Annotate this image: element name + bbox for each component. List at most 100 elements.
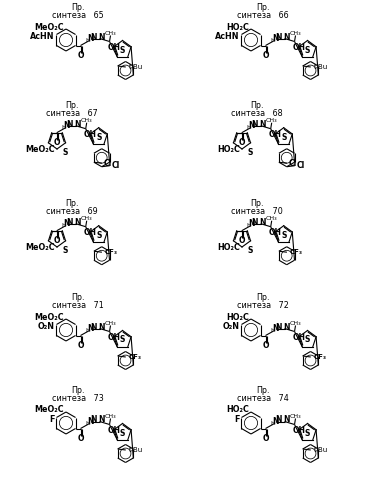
Text: S: S <box>305 45 310 54</box>
Text: N: N <box>66 218 73 227</box>
Text: OH: OH <box>269 130 282 139</box>
Text: CH₃: CH₃ <box>290 321 301 326</box>
Text: S: S <box>120 45 125 54</box>
Text: N: N <box>248 121 255 130</box>
Text: Cl: Cl <box>297 161 305 170</box>
Text: O: O <box>239 138 245 147</box>
Text: OH: OH <box>108 426 121 435</box>
Text: O: O <box>239 236 245 245</box>
Text: AcHN: AcHN <box>30 32 55 41</box>
Text: AcHN: AcHN <box>215 32 239 41</box>
Text: O: O <box>78 341 85 350</box>
Text: S: S <box>281 231 286 240</box>
Text: CH₃: CH₃ <box>266 118 277 123</box>
Text: N: N <box>272 34 279 43</box>
Text: OH: OH <box>84 228 97 237</box>
Text: HO₂C: HO₂C <box>217 145 240 154</box>
Text: F: F <box>234 415 239 424</box>
Text: S: S <box>63 246 68 255</box>
Text: MeO₂C: MeO₂C <box>25 243 55 251</box>
Text: N: N <box>275 322 282 331</box>
Text: синтеза   73: синтеза 73 <box>52 394 104 403</box>
Text: N: N <box>66 120 73 129</box>
Text: CH₃: CH₃ <box>266 216 277 221</box>
Text: синтеза   71: синтеза 71 <box>52 301 104 310</box>
Text: N: N <box>272 324 279 333</box>
Text: MeO₂C: MeO₂C <box>25 145 55 154</box>
Text: H: H <box>61 125 66 130</box>
Text: O₂N: O₂N <box>38 322 55 331</box>
Text: Пр.: Пр. <box>65 101 79 110</box>
Text: H: H <box>246 125 251 130</box>
Text: S: S <box>305 429 310 438</box>
Text: O: O <box>263 341 269 350</box>
Text: CF₃: CF₃ <box>105 249 118 255</box>
Text: Пр.: Пр. <box>71 293 85 302</box>
Text: Пр.: Пр. <box>250 101 264 110</box>
Text: Пр.: Пр. <box>71 3 85 12</box>
Text: Пр.: Пр. <box>256 386 270 395</box>
Text: Пр.: Пр. <box>71 386 85 395</box>
Text: N: N <box>259 218 266 227</box>
Text: S: S <box>96 133 101 142</box>
Text: N: N <box>90 416 97 425</box>
Text: S: S <box>248 246 253 255</box>
Text: MeO₂C: MeO₂C <box>34 312 64 321</box>
Text: N: N <box>87 34 94 43</box>
Text: N: N <box>75 120 81 129</box>
Text: S: S <box>120 429 125 438</box>
Text: N: N <box>87 324 94 333</box>
Text: CH₃: CH₃ <box>81 216 93 221</box>
Text: OH: OH <box>293 43 306 52</box>
Text: N: N <box>251 120 258 129</box>
Text: синтеза   67: синтеза 67 <box>46 109 98 118</box>
Text: CF₃: CF₃ <box>290 249 303 255</box>
Text: H: H <box>85 421 90 426</box>
Text: CH₃: CH₃ <box>105 321 116 326</box>
Text: H: H <box>61 223 66 228</box>
Text: t-Bu: t-Bu <box>129 64 143 70</box>
Text: OH: OH <box>108 43 121 52</box>
Text: Cl: Cl <box>289 159 297 168</box>
Text: синтеза   70: синтеза 70 <box>231 207 283 216</box>
Text: N: N <box>98 322 105 331</box>
Text: N: N <box>90 322 97 331</box>
Text: OH: OH <box>293 333 306 342</box>
Text: O: O <box>54 138 61 147</box>
Text: OH: OH <box>84 130 97 139</box>
Text: O₂N: O₂N <box>223 322 239 331</box>
Text: CH₃: CH₃ <box>105 31 116 36</box>
Text: CH₃: CH₃ <box>290 31 301 36</box>
Text: CH₃: CH₃ <box>290 414 301 419</box>
Text: O: O <box>78 51 85 60</box>
Text: N: N <box>275 416 282 425</box>
Text: O: O <box>54 236 61 245</box>
Text: OH: OH <box>269 228 282 237</box>
Text: N: N <box>275 32 282 41</box>
Text: N: N <box>98 32 105 41</box>
Text: MeO₂C: MeO₂C <box>34 22 64 31</box>
Text: O: O <box>78 434 85 443</box>
Text: CH₃: CH₃ <box>81 118 93 123</box>
Text: синтеза   65: синтеза 65 <box>52 11 104 20</box>
Text: синтеза   68: синтеза 68 <box>231 109 283 118</box>
Text: OH: OH <box>293 426 306 435</box>
Text: Cl: Cl <box>104 159 112 168</box>
Text: CF₃: CF₃ <box>314 354 327 360</box>
Text: N: N <box>87 417 94 426</box>
Text: S: S <box>305 335 310 344</box>
Text: O: O <box>263 51 269 60</box>
Text: N: N <box>283 32 290 41</box>
Text: CF₃: CF₃ <box>129 354 142 360</box>
Text: H: H <box>270 328 275 333</box>
Text: HO₂C: HO₂C <box>226 406 249 415</box>
Text: OH: OH <box>108 333 121 342</box>
Text: CH₃: CH₃ <box>105 414 116 419</box>
Text: H: H <box>270 38 275 43</box>
Text: t-Bu: t-Bu <box>314 447 328 453</box>
Text: H: H <box>85 328 90 333</box>
Text: S: S <box>96 231 101 240</box>
Text: N: N <box>259 120 266 129</box>
Text: S: S <box>281 133 286 142</box>
Text: HO₂C: HO₂C <box>226 312 249 321</box>
